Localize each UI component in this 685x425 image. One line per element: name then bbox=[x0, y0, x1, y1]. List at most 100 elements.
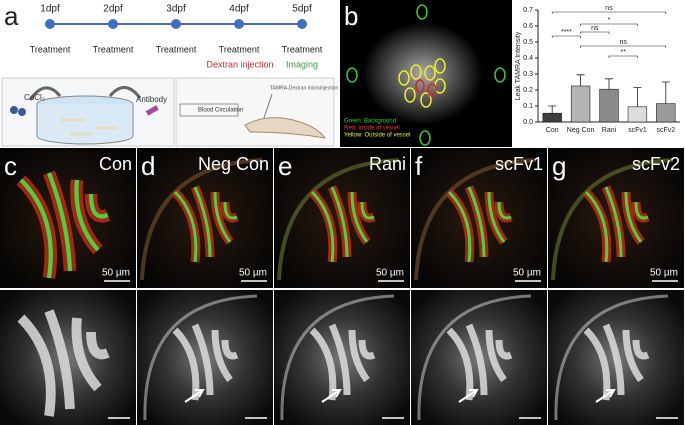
arrow bbox=[321, 389, 342, 403]
timeline-points: 1dpf Treatment 2dpf Treatment 3dpf Treatment 4… bbox=[30, 4, 323, 55]
scale-label: 50 µm bbox=[376, 268, 404, 279]
arrow bbox=[28, 86, 62, 101]
panel-label: f bbox=[415, 151, 423, 181]
timeline-dot bbox=[45, 19, 55, 29]
x-tick-label: Neg Con bbox=[567, 127, 595, 134]
significance-label: ns bbox=[591, 25, 599, 32]
bracket bbox=[580, 45, 667, 48]
bar bbox=[570, 85, 591, 123]
x-tick-label: scFv2 bbox=[656, 127, 675, 134]
error-bar bbox=[576, 74, 585, 86]
y-tick-label: 0.6 bbox=[523, 23, 533, 30]
eye-rim bbox=[280, 294, 395, 421]
image-panels: c Con 50 µm d Neg Con 50 µm e Rani 50 µm f scFv1 50… bbox=[0, 148, 684, 425]
vessel-green bbox=[19, 172, 109, 279]
panel-label: g bbox=[552, 151, 566, 181]
dish bbox=[36, 104, 134, 145]
blood: Blood Circulation bbox=[198, 108, 243, 114]
bar bbox=[656, 103, 676, 123]
arrow bbox=[458, 389, 479, 403]
vessel-green bbox=[310, 186, 375, 263]
significance-label: * bbox=[608, 17, 611, 24]
panel-title: scFv2 bbox=[632, 154, 680, 174]
panel-title: Rani bbox=[369, 154, 406, 174]
arrow bbox=[595, 389, 616, 403]
vessel-gray bbox=[309, 323, 376, 401]
arrow bbox=[108, 86, 142, 99]
bar bbox=[599, 88, 619, 123]
vessel-green bbox=[173, 186, 238, 263]
timeline-label: 5dpf bbox=[292, 4, 312, 15]
eye-rim bbox=[417, 294, 532, 421]
microscopy-image bbox=[340, 0, 512, 147]
y-tick-label: 0.2 bbox=[523, 87, 533, 94]
scale-label: 50 µm bbox=[102, 268, 130, 279]
panel-title: scFv1 bbox=[495, 154, 543, 174]
panel-label: d bbox=[141, 151, 155, 181]
injection: Dextran injection bbox=[206, 59, 273, 69]
legend-item: Green: Background bbox=[344, 119, 396, 125]
panel-label: c bbox=[4, 151, 17, 181]
timeline-label: 1dpf bbox=[40, 4, 60, 15]
timeline-dot bbox=[234, 19, 244, 29]
vessel-gray bbox=[446, 323, 513, 401]
label-box bbox=[179, 103, 239, 117]
larvae bbox=[60, 118, 117, 136]
step-label: Treatment bbox=[282, 44, 323, 54]
legend-item: Red: Inside of vessel bbox=[344, 126, 400, 132]
step-label: Treatment bbox=[156, 44, 197, 54]
x-tick-label: Rani bbox=[602, 127, 617, 134]
imaging: Imaging bbox=[286, 59, 318, 69]
panel-title: Con bbox=[99, 154, 132, 174]
tamra: TAMRA-Dextran microinjection bbox=[270, 85, 338, 91]
bar bbox=[542, 112, 562, 123]
panel-label: b bbox=[344, 1, 358, 31]
timeline-label: 4dpf bbox=[229, 4, 249, 15]
error-bar bbox=[605, 78, 613, 90]
vessel-gray bbox=[172, 323, 239, 401]
y-tick-label: 0.3 bbox=[523, 71, 533, 78]
timeline-label: 2dpf bbox=[103, 4, 123, 15]
x-tick-label: scFv1 bbox=[628, 127, 647, 134]
timeline-dot bbox=[171, 19, 181, 29]
bracket bbox=[608, 55, 638, 58]
panel-label: e bbox=[278, 151, 292, 181]
scale-label: 50 µm bbox=[513, 268, 541, 279]
vessel-green bbox=[447, 186, 512, 263]
step-label: Treatment bbox=[93, 44, 134, 54]
scale-label: 50 µm bbox=[239, 268, 267, 279]
vessel-gray bbox=[583, 323, 650, 401]
error-bar bbox=[633, 87, 642, 107]
y-tick-label: 0.0 bbox=[523, 119, 533, 126]
bar-chart: 0.0 0.1 0.2 0.3 0.4 0.5 0.6 0.7 Leak TAMRA Inten… bbox=[515, 5, 680, 134]
panel-title: Neg Con bbox=[198, 154, 269, 174]
roi-circles bbox=[346, 4, 506, 146]
icon bbox=[18, 108, 26, 116]
needle bbox=[263, 93, 273, 119]
larva bbox=[244, 117, 327, 139]
cocl2: CoCl₂ bbox=[24, 93, 45, 102]
scale-label: 50 µm bbox=[650, 268, 678, 279]
timeline-dot bbox=[108, 19, 118, 29]
bracket bbox=[551, 35, 581, 38]
step-label: Treatment bbox=[30, 44, 71, 54]
bracket bbox=[580, 31, 610, 34]
significance-label: ns bbox=[619, 39, 627, 46]
antibody: Antibody bbox=[136, 95, 167, 104]
y-tick-label: 0.1 bbox=[523, 103, 533, 110]
bracket bbox=[551, 11, 667, 14]
bar bbox=[627, 106, 648, 123]
y-tick-label: 0.4 bbox=[523, 55, 533, 62]
x-tick-label: Con bbox=[546, 127, 559, 134]
significance-label: ns bbox=[605, 5, 613, 12]
icon bbox=[145, 105, 159, 116]
bracket bbox=[580, 23, 638, 26]
timeline-label: 3dpf bbox=[166, 4, 186, 15]
panel-label: a bbox=[4, 1, 19, 31]
y-tick-label: 0.5 bbox=[523, 39, 533, 46]
vessel-gray bbox=[17, 309, 110, 417]
significance-label: ** bbox=[620, 49, 626, 56]
eye-rim bbox=[554, 294, 669, 421]
vessel-green bbox=[584, 186, 649, 263]
